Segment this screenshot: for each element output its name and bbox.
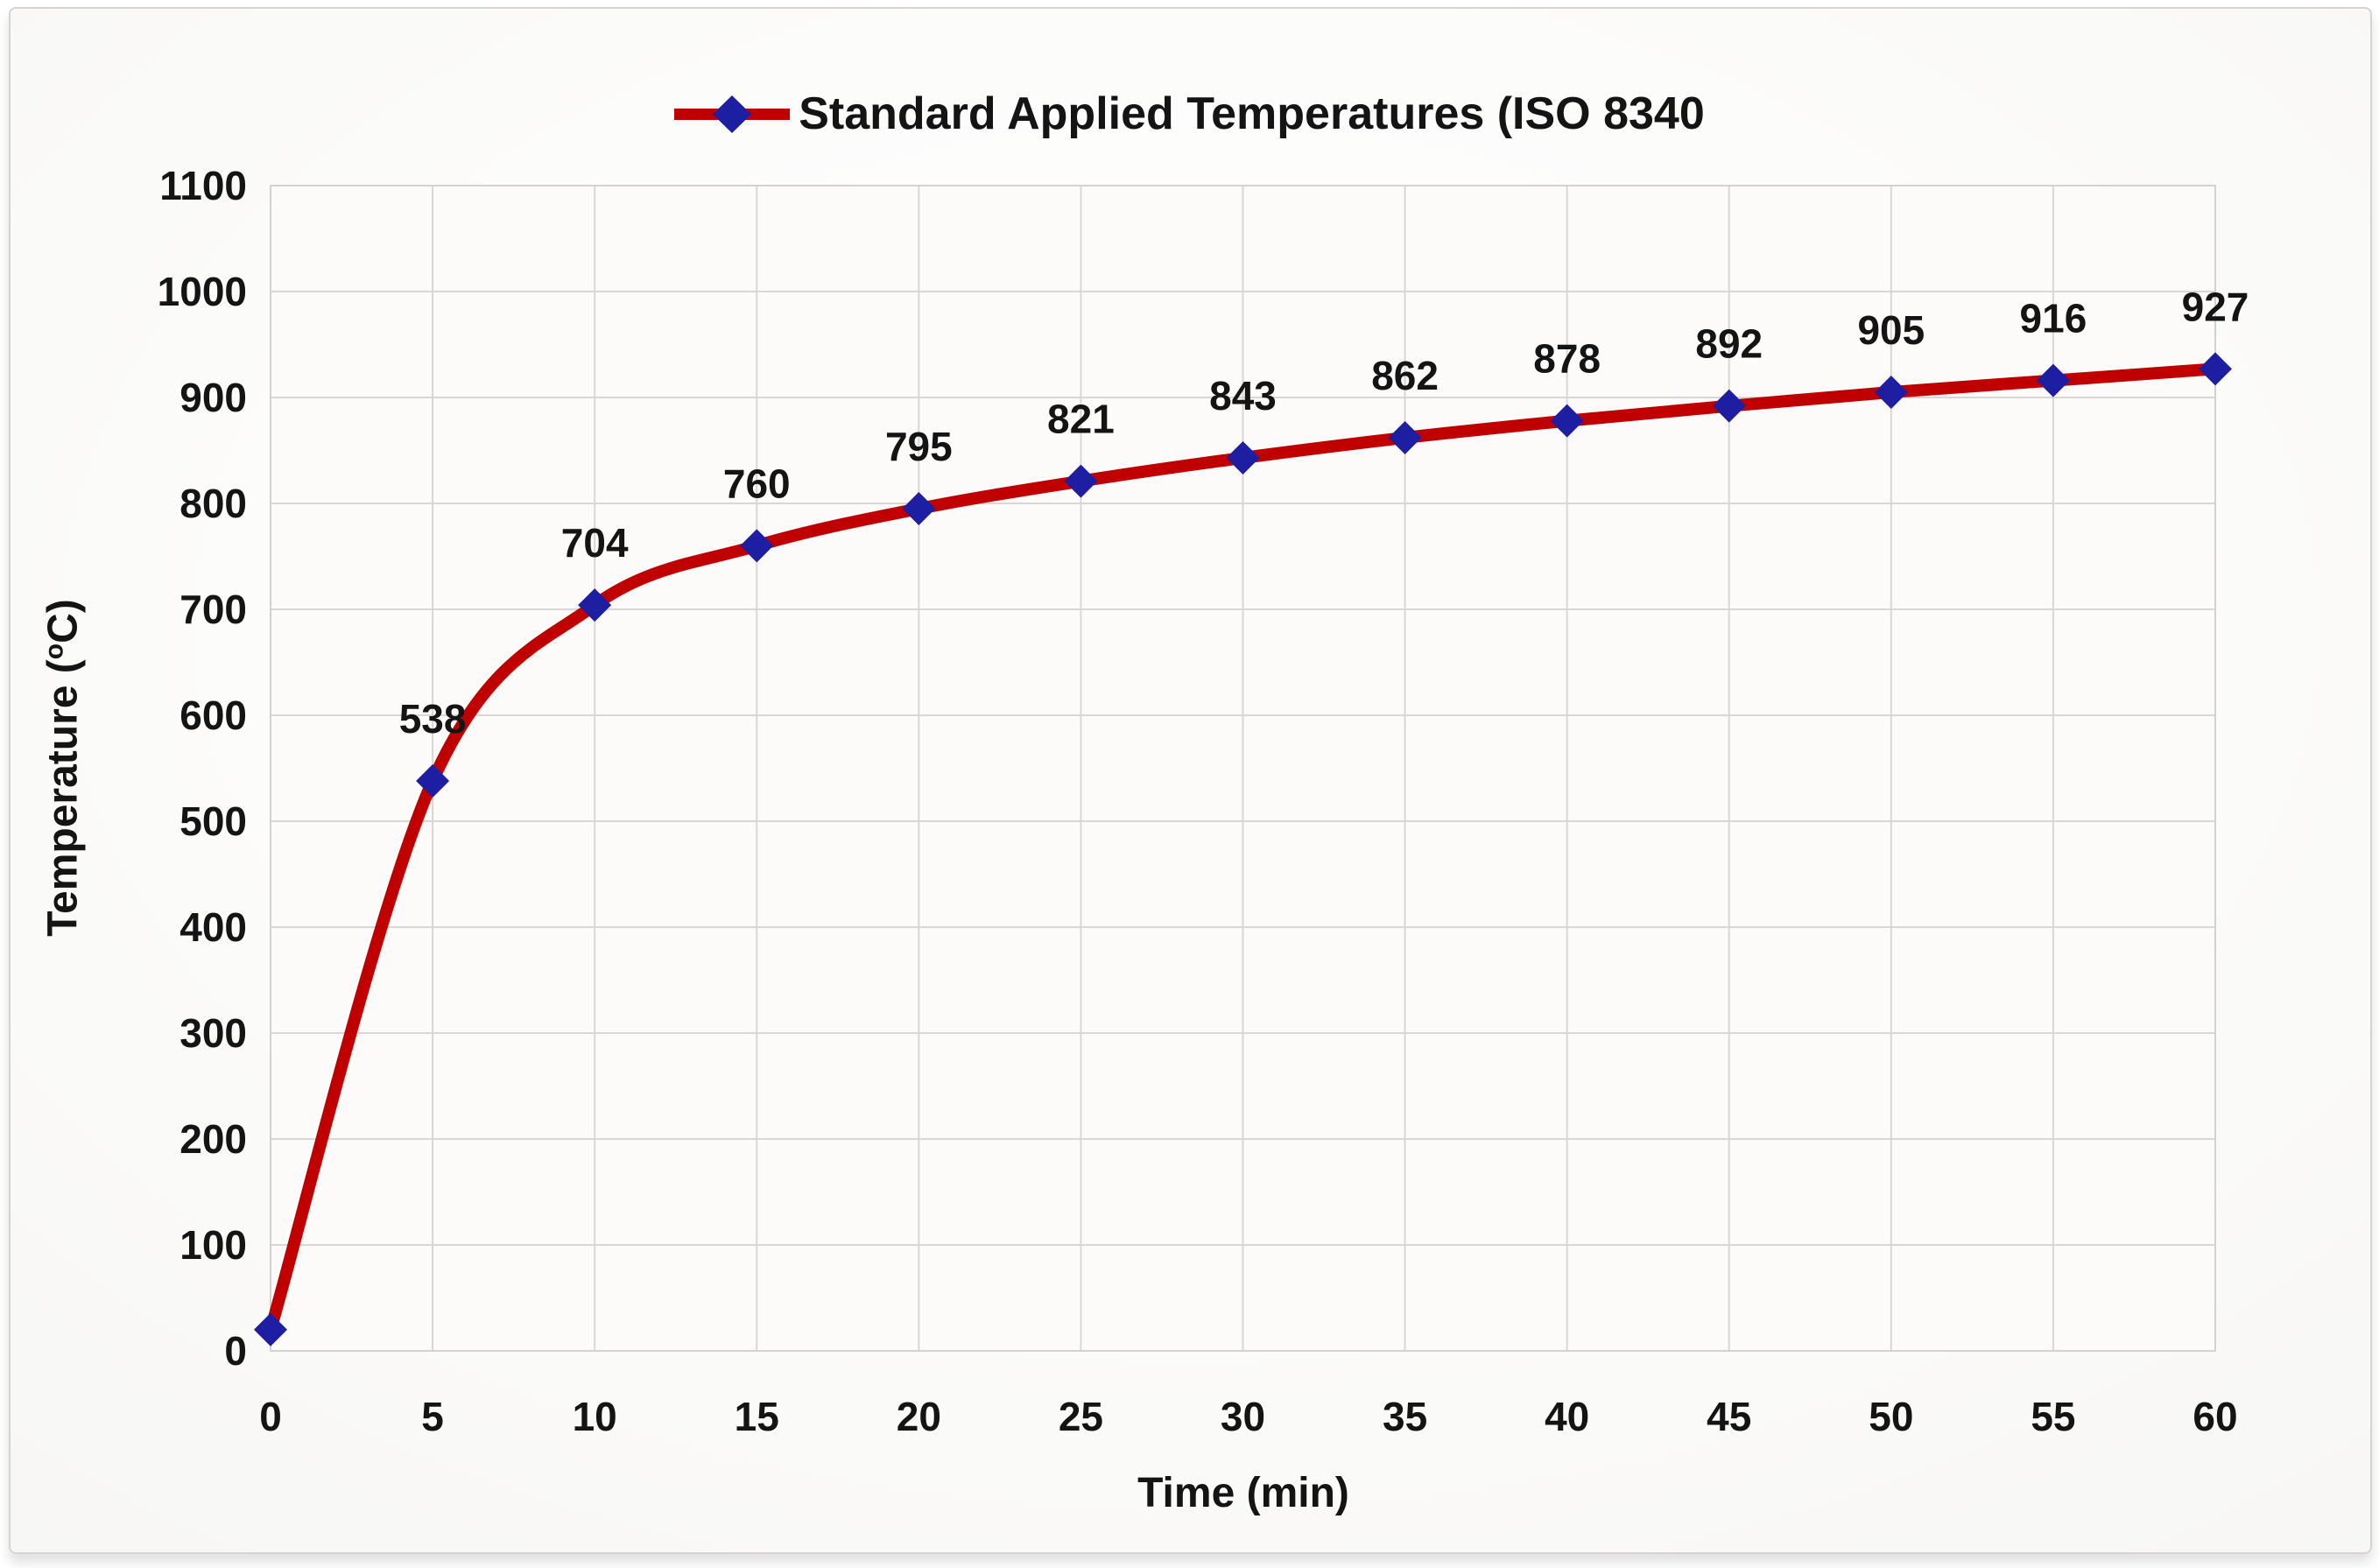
point-label: 927 — [2182, 284, 2249, 329]
y-tick-label: 200 — [179, 1116, 247, 1162]
x-tick-label: 20 — [897, 1394, 941, 1439]
chart-legend: Standard Applied Temperatures (ISO 8340 — [0, 88, 2379, 140]
y-axis-title: Temperature (oC) — [39, 599, 88, 937]
point-label: 704 — [561, 520, 629, 566]
x-tick-label: 40 — [1545, 1394, 1589, 1439]
y-tick-label: 600 — [179, 693, 247, 738]
diamond-marker — [1064, 464, 1098, 498]
x-axis-tick-labels: 0 5 10 15 20 25 30 35 40 45 50 55 60 — [259, 1394, 2237, 1439]
diamond-marker — [1550, 404, 1584, 438]
y-tick-label: 300 — [179, 1010, 247, 1056]
diamond-marker — [2199, 352, 2232, 386]
point-labels: 538 704 760 795 821 843 862 878 892 905 916 927 — [399, 284, 2249, 742]
y-axis-tick-labels: 0 100 200 300 400 500 600 700 800 900 1000 1100 — [158, 163, 247, 1374]
y-tick-label: 1100 — [159, 163, 247, 208]
y-axis-title-text: Temperature ( — [39, 659, 87, 937]
y-tick-label: 500 — [179, 798, 247, 844]
diamond-marker — [902, 492, 936, 526]
y-tick-label: 800 — [179, 481, 247, 526]
x-tick-label: 0 — [259, 1394, 282, 1439]
x-tick-label: 35 — [1383, 1394, 1427, 1439]
diamond-marker — [740, 529, 774, 563]
data-markers — [254, 352, 2232, 1347]
point-label: 821 — [1047, 397, 1115, 442]
point-label: 795 — [885, 424, 953, 469]
point-label: 892 — [1695, 321, 1763, 367]
legend-label: Standard Applied Temperatures (ISO 8340 — [799, 88, 1705, 139]
y-tick-label: 1000 — [158, 269, 247, 314]
x-tick-label: 45 — [1707, 1394, 1751, 1439]
plot-border — [270, 185, 2216, 1352]
point-label: 905 — [1857, 307, 1925, 353]
y-axis-title-unit: C) — [39, 599, 87, 643]
x-tick-label: 10 — [573, 1394, 617, 1439]
gridlines — [270, 185, 2216, 1352]
y-tick-label: 400 — [179, 904, 247, 950]
point-label: 760 — [723, 461, 791, 506]
y-axis-degree-sup: o — [39, 643, 69, 660]
y-tick-label: 700 — [179, 587, 247, 632]
x-tick-label: 15 — [735, 1394, 779, 1439]
legend-line-marker-icon — [674, 95, 791, 133]
diamond-marker — [1226, 440, 1260, 475]
x-tick-label: 50 — [1869, 1394, 1913, 1439]
point-label: 878 — [1533, 336, 1601, 382]
y-tick-label: 0 — [224, 1328, 247, 1374]
diamond-marker — [416, 764, 450, 798]
x-tick-label: 25 — [1059, 1394, 1103, 1439]
x-axis-title: Time (min) — [1137, 1470, 1349, 1516]
point-label: 843 — [1209, 373, 1277, 418]
diamond-marker — [1874, 375, 1908, 409]
x-tick-label: 55 — [2031, 1394, 2075, 1439]
point-label: 862 — [1371, 353, 1439, 398]
x-tick-label: 5 — [421, 1394, 444, 1439]
point-label: 916 — [2020, 296, 2087, 341]
y-tick-label: 100 — [179, 1222, 247, 1268]
diamond-marker — [254, 1312, 287, 1347]
diamond-marker — [1712, 389, 1746, 423]
y-tick-label: 900 — [179, 375, 247, 420]
diamond-marker — [578, 588, 612, 622]
point-label: 538 — [399, 696, 467, 742]
temperature-curve — [264, 362, 2221, 1336]
x-tick-label: 30 — [1221, 1394, 1265, 1439]
diamond-marker — [1388, 420, 1422, 454]
diamond-marker — [2036, 363, 2070, 397]
x-tick-label: 60 — [2192, 1394, 2237, 1439]
